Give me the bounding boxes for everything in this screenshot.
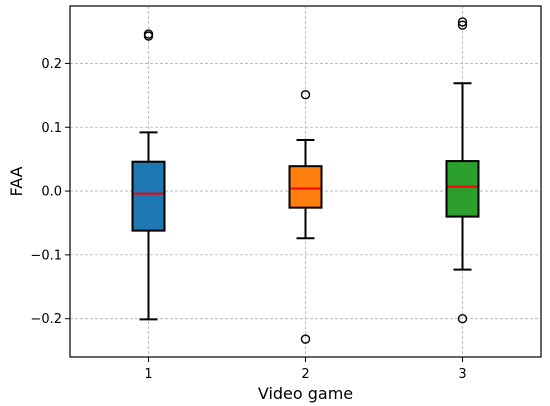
y-tick-label: 0.1 bbox=[41, 121, 62, 136]
box-group-3 bbox=[445, 17, 480, 324]
outlier-point bbox=[457, 314, 468, 324]
outlier-point bbox=[457, 17, 468, 27]
y-tick-label: −0.1 bbox=[30, 248, 62, 263]
outlier-point bbox=[457, 20, 468, 30]
box-group-2 bbox=[288, 90, 323, 344]
y-tick-label: 0.2 bbox=[41, 57, 62, 72]
box-group-1 bbox=[131, 29, 166, 321]
y-tick-label: −0.2 bbox=[30, 312, 62, 327]
axis-layer: −0.2 −0.1 0.0 0.1 0.2 1 2 3 bbox=[30, 57, 466, 382]
box-layer bbox=[131, 17, 480, 344]
outlier-point bbox=[143, 29, 154, 39]
outlier-point bbox=[300, 334, 311, 344]
y-axis-label: FAA bbox=[7, 166, 26, 196]
x-tick-label: 1 bbox=[144, 367, 152, 382]
box-1 bbox=[131, 160, 166, 232]
y-tick-label: 0.0 bbox=[41, 185, 62, 200]
x-axis-label: Video game bbox=[258, 384, 353, 403]
x-tick-label: 3 bbox=[458, 367, 466, 382]
x-tick-label: 2 bbox=[301, 367, 309, 382]
box-2 bbox=[288, 165, 323, 209]
box-3 bbox=[445, 160, 480, 218]
outlier-point bbox=[300, 90, 311, 100]
